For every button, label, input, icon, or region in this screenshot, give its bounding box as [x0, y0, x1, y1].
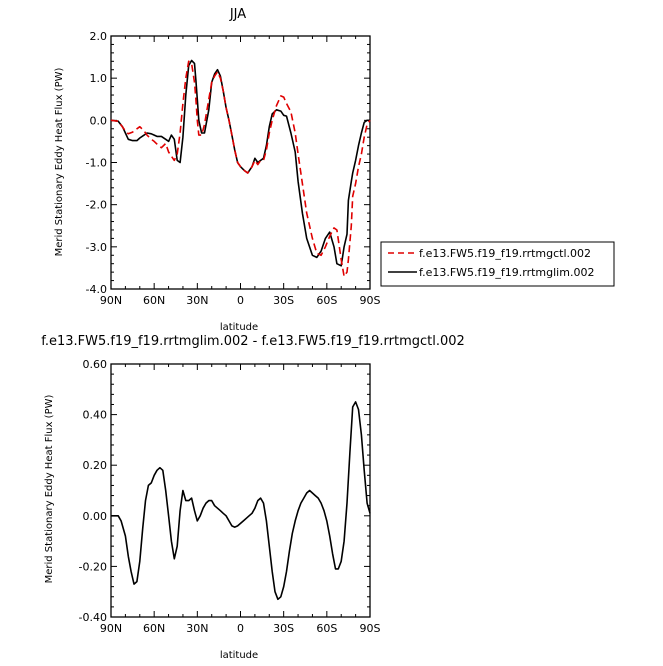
bottom-chart-title: f.e13.FW5.f19_f19.rrtmglim.002 - f.e13.F… — [41, 334, 465, 349]
y-tick-label: -3.0 — [86, 241, 107, 254]
x-tick-label: 30N — [186, 294, 208, 307]
legend: f.e13.FW5.f19_f19.rrtmgctl.002 f.e13.FW5… — [380, 241, 615, 287]
y-tick-label: 0.00 — [83, 510, 108, 523]
y-tick-label: 1.0 — [90, 72, 108, 85]
y-tick-label: -2.0 — [86, 199, 107, 212]
bottom-series-lines — [111, 401, 371, 601]
y-tick-label: 0.60 — [83, 358, 108, 371]
x-tick-label: 90S — [360, 622, 381, 635]
top-chart-title: JJA — [229, 7, 246, 22]
y-tick-label: -1.0 — [86, 157, 107, 170]
y-tick-label: 2.0 — [90, 30, 108, 43]
x-tick-label: 90S — [360, 294, 381, 307]
bottom-panel: f.e13.FW5.f19_f19.rrtmglim.002 - f.e13.F… — [41, 334, 465, 661]
top-ylabel: Merid Stationary Eddy Heat Flux (PW) — [54, 68, 65, 257]
top-axes: 90N 60N 30N 0 30S 60S 90S 2.0 1.0 0.0 -1.0 -2.0 -3.0… — [86, 30, 381, 307]
top-series-lines — [110, 59, 371, 278]
y-tick-label: 0.0 — [90, 114, 108, 127]
series-line-0-0 — [110, 60, 371, 278]
bottom-axes: 90N 60N 30N 0 30S 60S 90S 0.60 0.40 0.20 0.00 -0.20… — [79, 358, 381, 635]
legend-label-ctl: f.e13.FW5.f19_f19.rrtmgctl.002 — [419, 247, 591, 260]
series-line-1-0 — [111, 401, 371, 601]
legend-box — [380, 241, 615, 287]
y-tick-label: 0.20 — [83, 459, 108, 472]
plot-frame — [110, 363, 371, 618]
x-tick-label: 60S — [316, 622, 337, 635]
bottom-ylabel: Merid Stationary Eddy Heat Flux (PW) — [44, 395, 55, 584]
x-tick-label: 90N — [100, 622, 122, 635]
x-tick-label: 60S — [316, 294, 337, 307]
y-tick-label: -0.40 — [79, 611, 107, 624]
y-tick-label: -0.20 — [79, 560, 107, 573]
top-panel: JJA 90N 60N 30N 0 30S 60S 90S 2.0 1.0 0.0 -1.0 -2.0… — [54, 7, 381, 333]
top-xlabel: latitude — [220, 322, 258, 333]
x-tick-label: 30S — [273, 294, 294, 307]
x-tick-label: 0 — [237, 622, 244, 635]
x-tick-label: 30S — [273, 622, 294, 635]
x-tick-label: 60N — [143, 622, 165, 635]
plot-frame — [110, 35, 371, 290]
x-tick-label: 30N — [186, 622, 208, 635]
x-tick-label: 0 — [237, 294, 244, 307]
bottom-xlabel: latitude — [220, 650, 258, 661]
y-tick-label: 0.40 — [83, 409, 108, 422]
x-tick-label: 60N — [143, 294, 165, 307]
y-tick-label: -4.0 — [86, 283, 107, 296]
x-tick-label: 90N — [100, 294, 122, 307]
legend-label-lim: f.e13.FW5.f19_f19.rrtmglim.002 — [419, 266, 594, 279]
